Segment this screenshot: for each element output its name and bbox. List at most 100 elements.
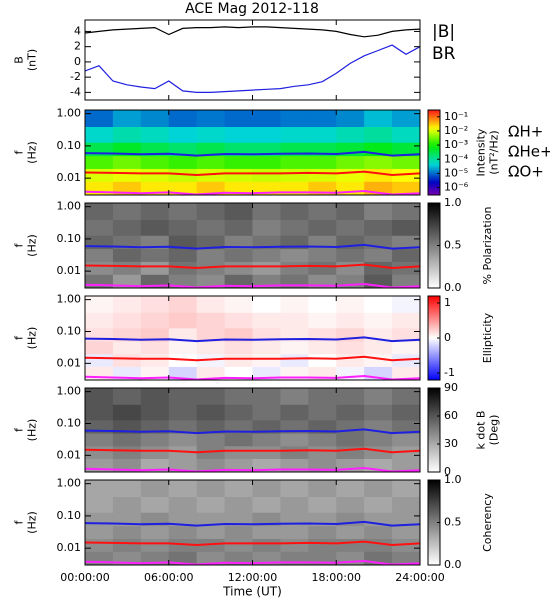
heatmap-cell bbox=[308, 248, 337, 262]
heatmap-cell bbox=[252, 419, 281, 434]
heatmap-cell bbox=[168, 496, 198, 513]
heatmap-cell bbox=[168, 155, 198, 169]
heatmap-cell bbox=[112, 219, 142, 236]
heatmap-cell bbox=[140, 181, 170, 195]
y-tick-label: 0.01 bbox=[57, 356, 82, 369]
heatmap-cell bbox=[364, 312, 393, 329]
heatmap-cell bbox=[224, 512, 253, 527]
heatmap-cell bbox=[308, 312, 337, 329]
heatmap-cell bbox=[112, 480, 142, 498]
heatmap-cell bbox=[112, 155, 142, 169]
heatmap-cell bbox=[252, 341, 281, 355]
colorbar-tick-label: 0.5 bbox=[444, 516, 462, 529]
heatmap-cell bbox=[224, 327, 253, 342]
heatmap-cell bbox=[112, 168, 142, 182]
heatmap-cell bbox=[308, 525, 337, 539]
heatmap-cell bbox=[336, 168, 365, 182]
heatmap-cell bbox=[224, 219, 253, 236]
heatmap-cell bbox=[364, 433, 393, 447]
heatmap-cell bbox=[112, 538, 142, 552]
colorbar-tick-label: 10⁻⁵ bbox=[444, 166, 468, 179]
heatmap-cell bbox=[224, 110, 253, 128]
heatmap-cell bbox=[140, 353, 170, 367]
x-tick-label: 00:00:00 bbox=[60, 571, 109, 584]
heatmap-cell bbox=[140, 142, 170, 157]
heatmap-cell bbox=[364, 480, 393, 498]
heatmap-cell bbox=[336, 312, 365, 329]
heatmap-cell bbox=[252, 312, 281, 329]
colorbar-label: (nT²/Hz) bbox=[488, 130, 501, 174]
heatmap-cell bbox=[252, 155, 281, 169]
heatmap-cell bbox=[112, 327, 142, 342]
heatmap-cell bbox=[85, 551, 114, 565]
heatmap-cell bbox=[280, 496, 309, 513]
heatmap-cell bbox=[85, 525, 114, 539]
legend-label: BR bbox=[432, 44, 456, 64]
x-tick-label: 12:00:00 bbox=[228, 571, 277, 584]
heatmap-cell bbox=[280, 404, 309, 421]
heatmap-cell bbox=[224, 235, 253, 250]
heatmap-cell bbox=[196, 525, 226, 539]
heatmap-cell bbox=[140, 274, 170, 288]
x-tick-label: 06:00:00 bbox=[144, 571, 193, 584]
heatmap-cell bbox=[112, 445, 142, 459]
y-tick-label: 0.10 bbox=[57, 509, 82, 522]
colorbar-tick-label: -1 bbox=[444, 366, 455, 379]
heatmap-cell bbox=[364, 496, 393, 513]
y-tick-label: 0.10 bbox=[57, 416, 82, 429]
heatmap-cell bbox=[252, 110, 281, 128]
heatmap-cell bbox=[85, 538, 114, 552]
heatmap-cell bbox=[252, 551, 281, 565]
plot-area bbox=[85, 26, 420, 93]
heatmap-cell bbox=[364, 341, 393, 355]
heatmap-cell bbox=[280, 312, 309, 329]
heatmap-cell bbox=[168, 480, 198, 498]
y-tick-label: 4 bbox=[74, 24, 81, 37]
heatmap-cell bbox=[224, 525, 253, 539]
heatmap-cell bbox=[308, 296, 337, 313]
heatmap-cell bbox=[196, 419, 226, 434]
heatmap-cell bbox=[196, 110, 226, 128]
heatmap-cell bbox=[168, 458, 198, 472]
heatmap-cell bbox=[85, 203, 114, 221]
heatmap-cell bbox=[224, 155, 253, 169]
heatmap-cell bbox=[280, 480, 309, 498]
heatmap-cell bbox=[196, 181, 226, 195]
y-axis-label: f bbox=[13, 335, 26, 340]
heatmap-cell bbox=[168, 296, 198, 313]
heatmap-cell bbox=[364, 219, 393, 236]
heatmap-cell bbox=[280, 388, 309, 405]
heatmap-cell bbox=[252, 203, 281, 221]
heatmap-cell bbox=[336, 388, 365, 405]
heatmap-cell bbox=[392, 551, 420, 565]
heatmap-cell bbox=[196, 155, 226, 169]
heatmap-cell bbox=[168, 235, 198, 250]
y-tick-label: 0.10 bbox=[57, 139, 82, 152]
y-tick-label: 1.00 bbox=[57, 477, 82, 490]
heatmap-cell bbox=[224, 353, 253, 367]
heatmap-cell bbox=[252, 458, 281, 472]
y-axis-label: (Hz) bbox=[26, 234, 39, 257]
heatmap-cell bbox=[280, 353, 309, 367]
heatmap-cell bbox=[224, 126, 253, 143]
heatmap-cell bbox=[224, 181, 253, 195]
colorbar-label: % Polarization bbox=[481, 207, 494, 285]
heatmap-cell bbox=[85, 388, 114, 405]
heatmap-cell bbox=[196, 235, 226, 250]
y-tick-label: 0.01 bbox=[57, 171, 82, 184]
heatmap-cell bbox=[140, 458, 170, 472]
heatmap-cell bbox=[308, 110, 337, 128]
legend-label: ΩH+ bbox=[508, 123, 543, 141]
heatmap-cell bbox=[336, 296, 365, 313]
heatmap-cell bbox=[252, 142, 281, 157]
heatmap-cell bbox=[280, 155, 309, 169]
colorbar-tick-label: 0 bbox=[444, 331, 451, 344]
heatmap-cell bbox=[308, 496, 337, 513]
heatmap-cell bbox=[196, 142, 226, 157]
heatmap-cell bbox=[224, 433, 253, 447]
heatmap-cell bbox=[252, 404, 281, 421]
heatmap-cell bbox=[168, 248, 198, 262]
y-axis-label: (nT) bbox=[26, 49, 39, 71]
heatmap-cell bbox=[224, 366, 253, 380]
heatmap-cell bbox=[252, 126, 281, 143]
